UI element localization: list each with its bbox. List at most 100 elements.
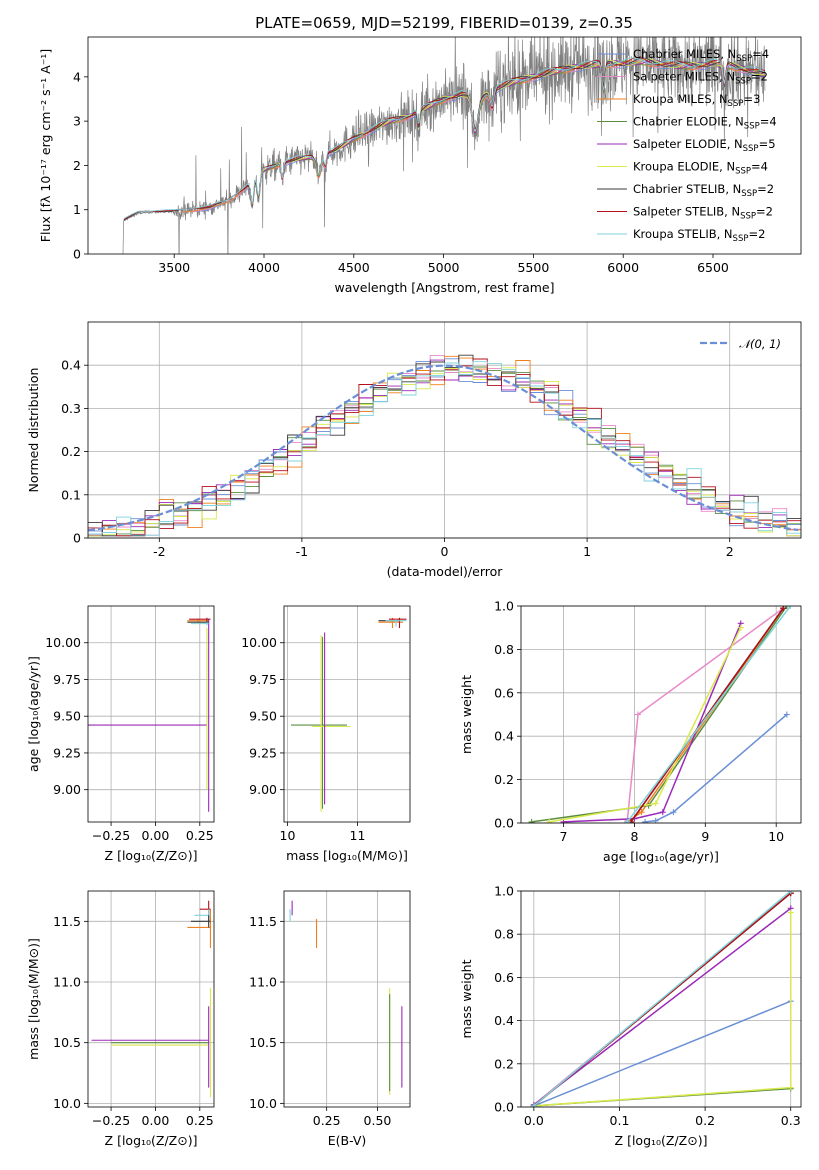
y-tick-label: 10.00 (241, 635, 277, 650)
axes-frame (87, 605, 215, 823)
histogram-kroupa_stelib (88, 361, 801, 536)
x-axis-label: E(B-V) (328, 1133, 367, 1148)
x-tick-label: -2 (153, 544, 165, 559)
y-tick-label: 1 (73, 202, 81, 217)
x-tick-label: 0.00 (142, 828, 170, 843)
x-tick-label: 0.3 (781, 1113, 801, 1128)
legend-subscript: SSP (736, 54, 752, 64)
weight-marker (783, 606, 790, 609)
legend-suffix: =2 (756, 205, 773, 219)
x-tick-label: 0 (441, 544, 449, 559)
y-tick-label: 0.6 (494, 685, 514, 700)
data-spectrum-line (122, 37, 766, 254)
mass-vs-metallicity-panel: −0.25 0.00 0.25 10.0 10.5 11.0 11.5 Z [log₁₀(Z/… (26, 890, 215, 1148)
y-axis-label: mass weight (459, 959, 474, 1038)
weight-marker (787, 909, 794, 916)
y-tick-label: 0.0 (494, 816, 514, 831)
y-tick-label: 11.5 (249, 914, 277, 929)
weight-vs-age-panel: 7 8 9 10 0.0 0.2 0.4 0.6 0.8 1.0 age [log₁₀(age/yr… (459, 599, 802, 864)
y-tick-label: 11.0 (53, 975, 81, 990)
legend-subscript: SSP (740, 212, 756, 222)
y-tick-label: 9.25 (53, 745, 81, 760)
x-axis-label: mass [log₁₀(M/M⊙)] (286, 848, 408, 863)
y-tick-label: 9.00 (249, 782, 277, 797)
y-tick-label: 0.3 (61, 401, 81, 416)
weight-line-salpeter_elodie (563, 623, 742, 823)
legend-suffix: =4 (751, 160, 768, 174)
spectrum-panel: 3500 4000 4500 5000 5500 6000 6500 0 1 2 3 4 wavelen… (38, 36, 802, 295)
legend-entry: Salpeter MILES, NSSP=2 (633, 70, 768, 87)
weight-line-chabrier_elodie (531, 606, 788, 823)
legend-entry: Kroupa ELODIE, NSSP=4 (633, 160, 768, 177)
legend-subscript: SSP (735, 167, 751, 177)
weight-marker (787, 606, 794, 609)
y-tick-label: 1.0 (494, 884, 514, 899)
weight-vs-metallicity-panel: 0.0 0.1 0.2 0.3 0.0 0.2 0.4 0.6 0.8 1.0 Z [log₁₀(Z… (459, 884, 802, 1148)
y-tick-label: 9.25 (249, 745, 277, 760)
legend-entry: Chabrier ELODIE, NSSP=4 (633, 115, 777, 132)
y-tick-label: 3 (73, 114, 81, 129)
x-tick-label: −0.25 (92, 828, 130, 843)
x-tick-label: 0.00 (142, 1113, 170, 1128)
weight-marker (530, 1102, 537, 1107)
x-tick-label: 11 (350, 828, 366, 843)
x-tick-label: 0.25 (186, 828, 214, 843)
legend-suffix: =4 (760, 115, 777, 129)
y-tick-label: 0.0 (494, 1100, 514, 1115)
figure-title: PLATE=0659, MJD=52199, FIBERID=0139, z=0… (255, 14, 633, 32)
y-tick-label: 0.4 (494, 1013, 514, 1028)
y-tick-label: 9.00 (53, 782, 81, 797)
y-tick-label: 11.5 (53, 914, 81, 929)
weight-line-kroupa_elodie (549, 627, 742, 823)
x-tick-label: 8 (630, 829, 638, 844)
y-tick-label: 0.8 (494, 927, 514, 942)
weight-line-kroupa_elodie (533, 912, 792, 1107)
x-tick-label: 9 (701, 829, 709, 844)
y-tick-label: 0 (73, 247, 81, 262)
residuals-panel: -2 -1 0 1 2 0 0.1 0.2 0.3 0.4 (data-model)/error No… (26, 321, 802, 579)
legend-subscript: SSP (735, 77, 751, 87)
x-tick-label: 10 (280, 828, 296, 843)
legend-entry: Kroupa MILES, NSSP=3 (633, 92, 760, 109)
x-tick-label: -1 (296, 544, 308, 559)
x-tick-label: 4000 (248, 260, 280, 275)
x-axis-label: Z [log₁₀(Z/Z⊙)] (105, 1133, 198, 1148)
weight-marker (787, 1084, 794, 1091)
axes-frame (520, 605, 802, 824)
x-axis-label: wavelength [Angstrom, rest frame] (334, 280, 554, 295)
x-tick-label: 6000 (607, 260, 639, 275)
plot-area (88, 617, 211, 812)
weight-marker (783, 711, 790, 718)
y-axis-label: Normed distribution (26, 368, 41, 493)
x-tick-label: 6500 (697, 260, 729, 275)
y-tick-label: 10.0 (249, 1096, 277, 1111)
weight-line-salpeter_elodie (533, 907, 792, 1106)
axes-frame (520, 890, 802, 1108)
x-tick-label: 2 (726, 544, 734, 559)
x-tick-label: 0.25 (313, 1113, 341, 1128)
x-tick-label: 5500 (517, 260, 549, 275)
y-tick-label: 9.75 (249, 672, 277, 687)
x-tick-label: 10 (768, 829, 784, 844)
y-tick-label: 0.8 (494, 642, 514, 657)
spectrum-legend: Chabrier MILES, NSSP=4 Salpeter MILES, NS… (597, 47, 777, 244)
x-tick-label: 0.50 (364, 1113, 392, 1128)
legend-entry: Chabrier MILES, NSSP=4 (633, 47, 769, 64)
legend-subscript: SSP (744, 122, 760, 132)
y-axis-label: age [log₁₀(age/yr)] (26, 656, 41, 772)
x-tick-label: 0.2 (695, 1113, 715, 1128)
y-tick-label: 1.0 (494, 599, 514, 614)
mass-vs-ebv-panel: 0.25 0.50 10.0 10.5 11.0 11.5 E(B-V) (249, 890, 411, 1148)
axes-frame (87, 890, 215, 1108)
legend-entry: Salpeter STELIB, NSSP=2 (633, 205, 773, 222)
axes-frame (283, 890, 411, 1108)
x-tick-label: 3500 (158, 260, 190, 275)
x-tick-label: 0.0 (524, 1113, 544, 1128)
legend-subscript: SSP (743, 144, 759, 154)
x-tick-label: −0.25 (92, 1113, 130, 1128)
weight-marker (638, 809, 645, 816)
axes-frame (87, 36, 802, 255)
y-tick-label: 9.75 (53, 672, 81, 687)
weight-marker (546, 818, 553, 823)
